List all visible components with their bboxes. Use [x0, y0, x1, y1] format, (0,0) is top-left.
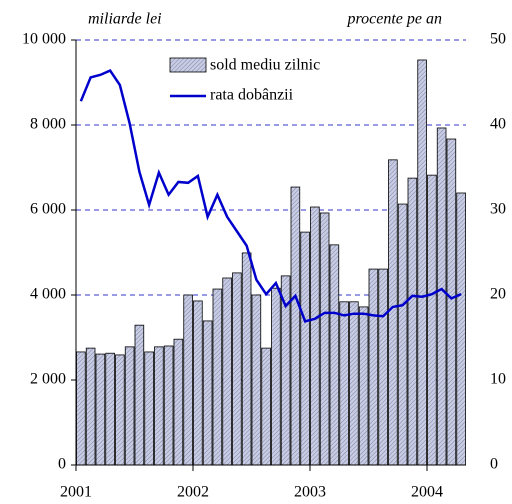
- bar: [319, 212, 330, 466]
- bar: [85, 347, 96, 466]
- bar: [154, 346, 164, 466]
- bar: [76, 351, 86, 466]
- y2-tick-label: 30: [490, 201, 506, 218]
- legend-label: rata dobânzii: [210, 87, 294, 104]
- bar: [300, 231, 310, 466]
- bar: [222, 277, 232, 466]
- bar: [183, 294, 193, 466]
- bar: [339, 301, 349, 466]
- x-tick-label: 2003: [294, 484, 326, 501]
- bar: [368, 268, 379, 466]
- bar: [456, 192, 466, 466]
- line-series: [79, 69, 462, 323]
- bar: [232, 272, 242, 466]
- x-tick-label: 2004: [411, 484, 443, 501]
- y-tick-label: 10 000: [22, 31, 66, 48]
- bar: [202, 320, 213, 466]
- bar: [436, 127, 447, 466]
- bar: [163, 345, 174, 466]
- bar: [310, 206, 320, 466]
- legend-swatch: [169, 57, 207, 73]
- bar: [427, 174, 437, 466]
- bar: [349, 301, 359, 466]
- bar: [446, 138, 457, 466]
- y2-tick-label: 50: [490, 31, 506, 48]
- bar: [241, 252, 252, 466]
- bar: [124, 346, 135, 466]
- bar: [290, 186, 301, 466]
- x-tick-label: 2001: [60, 484, 92, 501]
- bar: [378, 268, 388, 466]
- bar: [212, 288, 223, 466]
- bar: [105, 352, 115, 466]
- y-tick-label: 0: [58, 456, 66, 473]
- bar: [173, 338, 184, 466]
- bar: [261, 347, 271, 466]
- bar: [407, 177, 418, 466]
- bar: [251, 294, 262, 466]
- bar: [329, 244, 340, 466]
- y-tick-label: 6 000: [30, 201, 66, 218]
- y2-tick-label: 0: [490, 456, 498, 473]
- bar: [388, 159, 398, 466]
- y-tick-label: 2 000: [30, 371, 66, 388]
- bar: [417, 59, 427, 466]
- bar: [144, 351, 154, 466]
- bar: [115, 354, 125, 466]
- y-axis-label: miliarde lei: [88, 11, 162, 28]
- y2-tick-label: 10: [490, 371, 506, 388]
- y-tick-label: 4 000: [30, 286, 66, 303]
- bar: [134, 324, 145, 466]
- bar: [193, 300, 203, 466]
- y2-axis-label: procente pe an: [347, 11, 442, 28]
- bar: [397, 203, 408, 466]
- x-tick-label: 2002: [177, 484, 209, 501]
- bar: [271, 287, 281, 466]
- legend-label: sold mediu zilnic: [210, 57, 320, 74]
- y2-tick-label: 20: [490, 286, 506, 303]
- y2-tick-label: 40: [490, 116, 506, 133]
- y-tick-label: 8 000: [30, 116, 66, 133]
- bar: [95, 353, 106, 466]
- bar: [358, 306, 369, 466]
